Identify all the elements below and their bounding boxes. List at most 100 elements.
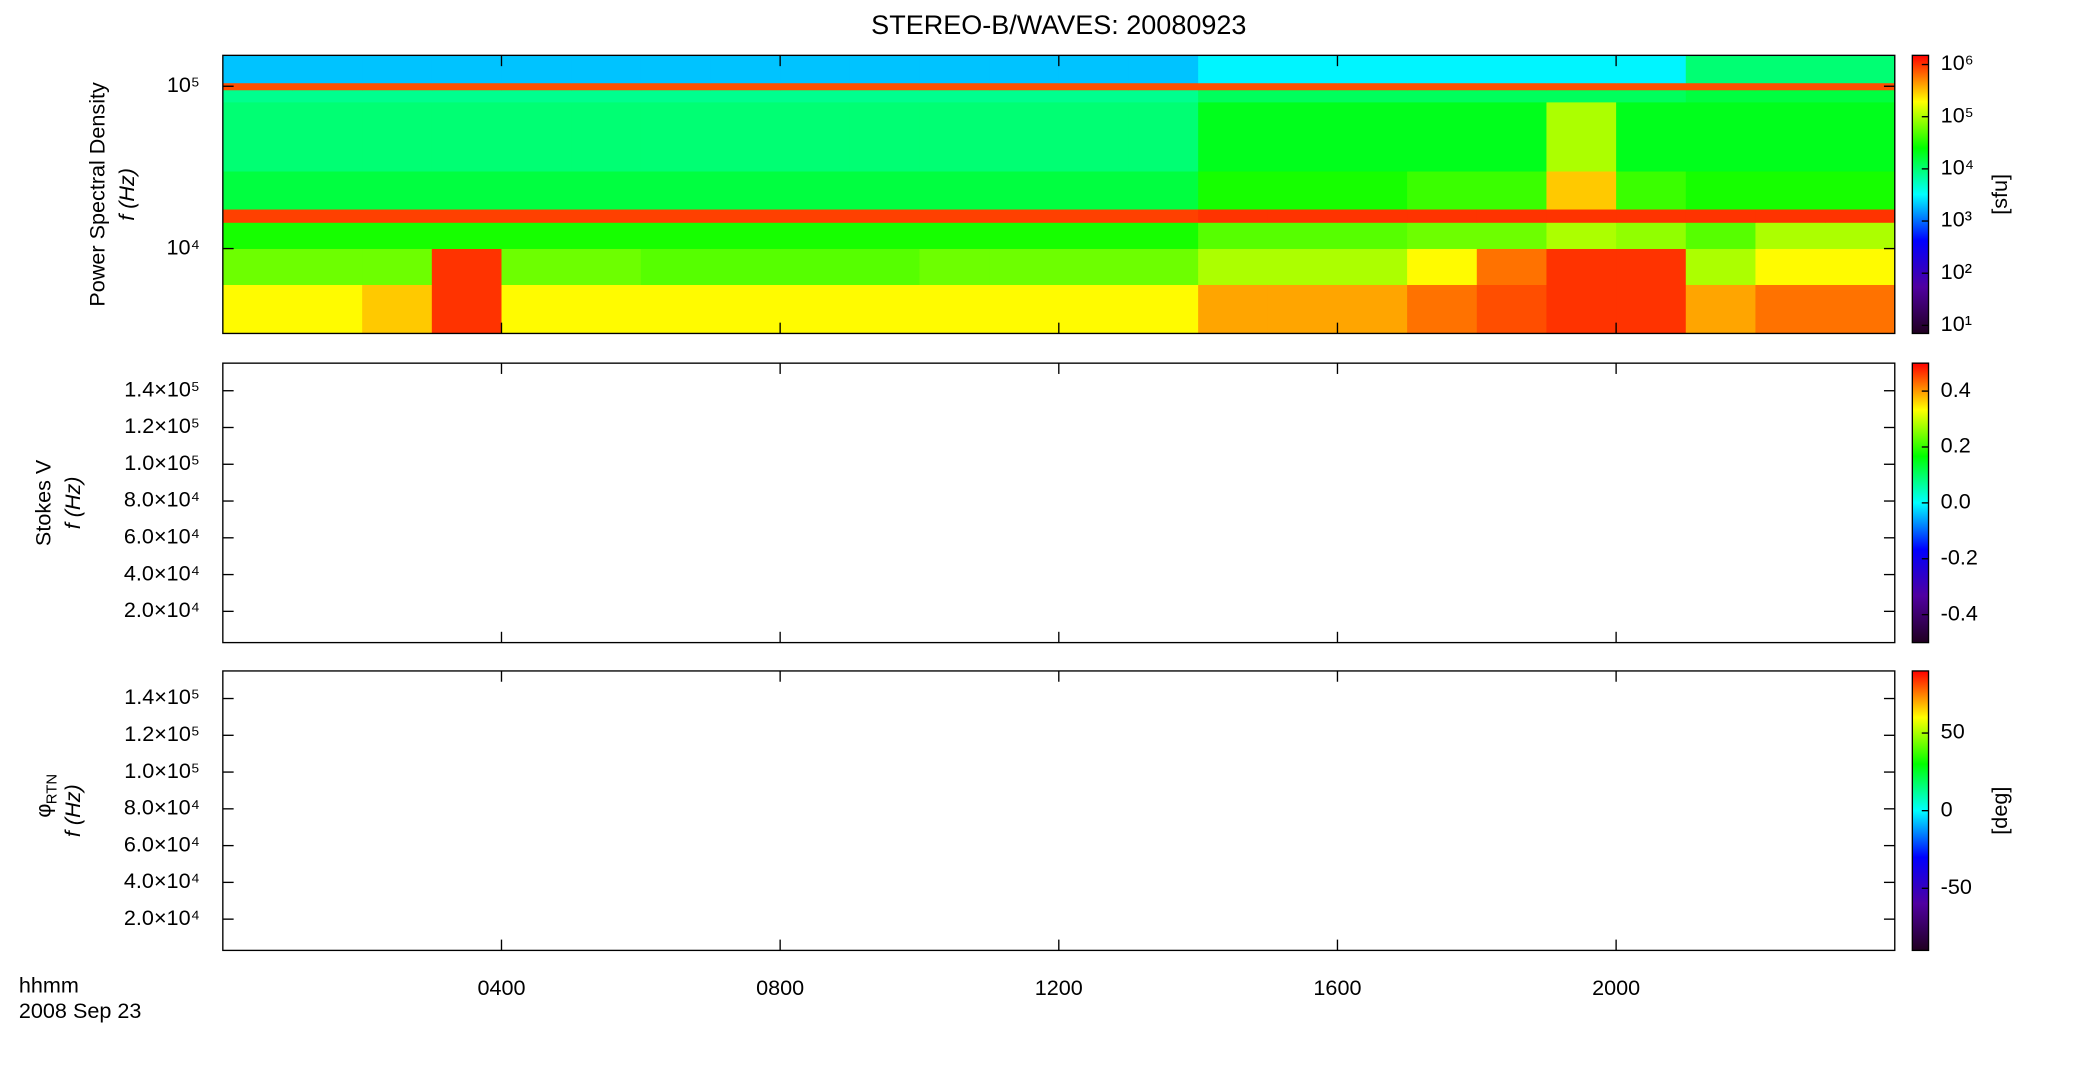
y-tick-label: 1.4×10⁵ (124, 684, 200, 709)
heatmap-cell (1476, 171, 1547, 210)
heatmap-cell (1825, 222, 1896, 249)
heatmap-cell (849, 89, 920, 103)
heatmap-cell (1337, 82, 1408, 91)
colorbar-tick-label: 10³ (1941, 207, 1972, 232)
heatmap-cell (1407, 101, 1478, 172)
heatmap-cell (1198, 171, 1269, 210)
heatmap-cell (362, 171, 433, 210)
heatmap-cell (1128, 248, 1199, 285)
heatmap-cell (431, 209, 502, 223)
heatmap-cell (1546, 209, 1617, 223)
heatmap-cell (919, 89, 990, 103)
heatmap-cell (919, 248, 990, 285)
heatmap-cell (1267, 171, 1338, 210)
heatmap-cell (640, 101, 711, 172)
heatmap-cell (919, 82, 990, 91)
heatmap-cell (1476, 55, 1547, 84)
heatmap-cell (1476, 101, 1547, 172)
heatmap-cell (362, 101, 433, 172)
heatmap-cell (849, 222, 920, 249)
heatmap-cell (1267, 55, 1338, 84)
heatmap-cell (1058, 248, 1129, 285)
heatmap-cell (1616, 89, 1687, 103)
heatmap-cell (919, 171, 990, 210)
heatmap-cell (222, 89, 293, 103)
heatmap-cell (571, 222, 642, 249)
heatmap-cell (1616, 248, 1687, 285)
heatmap-cell (1546, 248, 1617, 285)
y-tick-label: 8.0×10⁴ (124, 487, 200, 512)
heatmap-cell (1685, 55, 1756, 84)
colorbar-tick-label: -0.2 (1941, 544, 1978, 569)
heatmap-cell (1337, 284, 1408, 334)
heatmap-cell (710, 82, 781, 91)
heatmap-cell (222, 284, 293, 334)
colorbar-tick-label: 10⁵ (1941, 102, 1974, 127)
heatmap-cell (1267, 222, 1338, 249)
heatmap-cell (1546, 222, 1617, 249)
heatmap-cell (292, 284, 363, 334)
heatmap-cell (1825, 171, 1896, 210)
heatmap-cell (1337, 55, 1408, 84)
heatmap-cell (1267, 284, 1338, 334)
y-tick-label: 10⁵ (167, 72, 200, 97)
heatmap-cell (1755, 89, 1826, 103)
heatmap-cell (431, 55, 502, 84)
heatmap-cell (640, 89, 711, 103)
heatmap-cell (1616, 171, 1687, 210)
heatmap-cell (1407, 89, 1478, 103)
colorbar-tick-label: 0 (1941, 796, 1953, 821)
heatmap-cell (710, 209, 781, 223)
heatmap-cell (1616, 82, 1687, 91)
heatmap-cell (362, 284, 433, 334)
heatmap-cell (431, 171, 502, 210)
heatmap-cell (1685, 284, 1756, 334)
heatmap-cell (292, 89, 363, 103)
heatmap-cell (919, 222, 990, 249)
y-axis-label: f (Hz) (60, 784, 85, 837)
heatmap-cell (1058, 284, 1129, 334)
heatmap-cell (431, 284, 502, 334)
heatmap-cell (1476, 82, 1547, 91)
colorbar-tick-label: 0.4 (1941, 377, 1971, 402)
heatmap-cell (780, 89, 851, 103)
y-axis-label: Power Spectral Density (84, 82, 109, 307)
heatmap-cell (571, 55, 642, 84)
y-axis-label: φ (30, 804, 55, 818)
heatmap-cell (362, 248, 433, 285)
heatmap-cell (1198, 284, 1269, 334)
heatmap-cell (1128, 82, 1199, 91)
heatmap-cell (1546, 55, 1617, 84)
heatmap-cell (1058, 89, 1129, 103)
heatmap-cell (571, 284, 642, 334)
heatmap-cell (849, 171, 920, 210)
colorbar-tick-label: -50 (1941, 874, 1972, 899)
colorbar-tick-label: 10⁴ (1941, 155, 1974, 180)
heatmap-cell (989, 284, 1060, 334)
heatmap-cell (1755, 284, 1826, 334)
heatmap-cell (431, 82, 502, 91)
y-axis-label: f (Hz) (60, 476, 85, 529)
heatmap-cell (710, 89, 781, 103)
heatmap-cell (1616, 284, 1687, 334)
heatmap-cell (780, 101, 851, 172)
heatmap-cell (1616, 222, 1687, 249)
heatmap-cell (1337, 209, 1408, 223)
heatmap-cell (640, 248, 711, 285)
heatmap-cell (1407, 222, 1478, 249)
heatmap-cell (780, 284, 851, 334)
heatmap-cell (710, 248, 781, 285)
heatmap-cell (431, 101, 502, 172)
heatmap-cell (849, 209, 920, 223)
heatmap-cell (362, 89, 433, 103)
heatmap-cell (919, 209, 990, 223)
colorbar-tick-label: 10⁶ (1941, 50, 1974, 75)
heatmap-cell (1616, 55, 1687, 84)
heatmap-cell (1476, 89, 1547, 103)
heatmap-cell (1616, 209, 1687, 223)
x-tick-label: 0800 (756, 975, 804, 1000)
y-axis-label: f (Hz) (114, 168, 139, 221)
heatmap-cell (1825, 248, 1896, 285)
heatmap-cell (1337, 171, 1408, 210)
